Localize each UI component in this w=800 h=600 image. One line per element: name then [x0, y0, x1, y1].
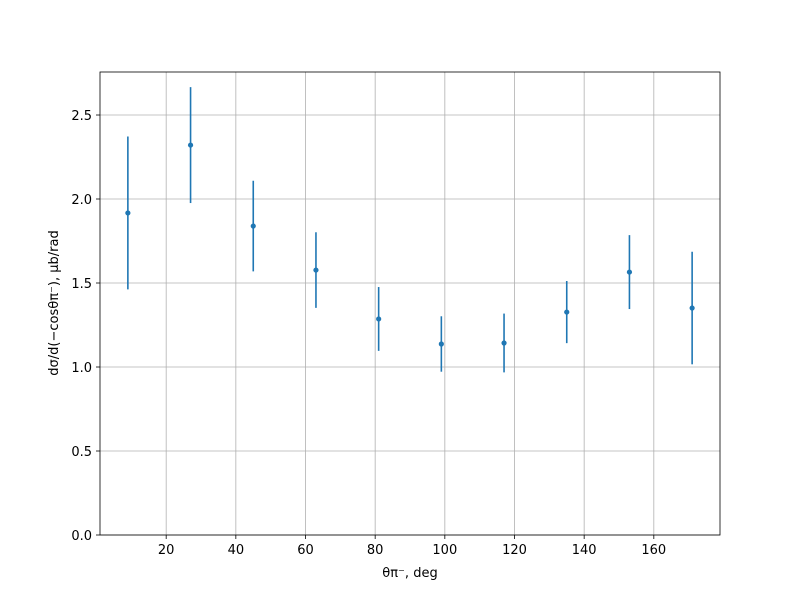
data-point — [376, 316, 382, 322]
x-tick-label: 140 — [572, 543, 597, 558]
y-axis-label: dσ/d(−cosθπ⁻), μb/rad — [47, 230, 62, 375]
y-tick-label: 0.0 — [71, 529, 92, 544]
data-point — [564, 309, 570, 315]
data-point — [501, 340, 507, 346]
x-tick-label: 120 — [502, 543, 527, 558]
data-point — [438, 341, 444, 347]
data-point — [626, 269, 633, 275]
data-point — [125, 210, 131, 216]
y-tick-label: 1.0 — [71, 361, 92, 376]
x-tick-label: 20 — [158, 543, 175, 558]
x-tick-label: 40 — [228, 543, 245, 558]
y-tick-label: 0.5 — [71, 445, 92, 460]
y-tick-label: 1.5 — [71, 277, 92, 292]
y-tick-label: 2.5 — [71, 109, 92, 124]
x-axis-label: θπ⁻, deg — [382, 566, 437, 581]
plot-frame — [99, 71, 721, 536]
data-point — [689, 305, 695, 311]
x-tick-label: 160 — [641, 543, 666, 558]
x-tick-label: 60 — [297, 543, 314, 558]
data-point — [187, 142, 194, 148]
data-point — [313, 267, 319, 273]
x-tick-label: 80 — [367, 543, 384, 558]
x-tick-label: 100 — [432, 543, 457, 558]
y-tick-label: 2.0 — [71, 193, 92, 208]
data-point — [250, 223, 256, 229]
